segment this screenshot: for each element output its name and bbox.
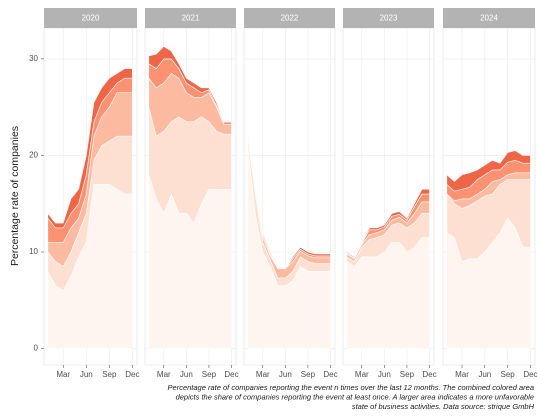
y-tick-label: 0 bbox=[34, 344, 39, 353]
area-layer bbox=[346, 188, 430, 259]
caption: state of business activities. Data sourc… bbox=[352, 402, 535, 411]
x-tick-label: Jun bbox=[80, 370, 93, 379]
x-tick-label: Sep bbox=[202, 370, 217, 379]
y-tick-label: 30 bbox=[29, 54, 38, 63]
y-axis-label: Percentage rate of companies bbox=[9, 126, 21, 266]
x-tick-label: Mar bbox=[56, 370, 70, 379]
area-layer bbox=[446, 150, 531, 192]
x-tick-label: Sep bbox=[102, 370, 117, 379]
strip-label: 2020 bbox=[82, 14, 100, 23]
x-tick-label: Mar bbox=[355, 370, 369, 379]
y-tick-label: 20 bbox=[29, 151, 38, 160]
x-tick-label: Jun bbox=[180, 370, 193, 379]
strip-label: 2023 bbox=[380, 14, 398, 23]
strip bbox=[244, 8, 335, 28]
strip bbox=[443, 8, 535, 28]
strip-label: 2021 bbox=[182, 14, 200, 23]
x-tick-label: Mar bbox=[256, 370, 270, 379]
x-tick-label: Dec bbox=[224, 370, 238, 379]
caption: depicts the share of companies reporting… bbox=[176, 392, 534, 401]
x-tick-label: Jun bbox=[378, 370, 391, 379]
x-tick-label: Jun bbox=[279, 370, 292, 379]
strip bbox=[343, 8, 434, 28]
strip-label: 2022 bbox=[281, 14, 299, 23]
area-layer bbox=[148, 45, 232, 123]
x-tick-label: Sep bbox=[400, 370, 415, 379]
x-tick-label: Sep bbox=[301, 370, 316, 379]
x-tick-label: Dec bbox=[125, 370, 139, 379]
x-tick-label: Sep bbox=[501, 370, 516, 379]
x-tick-label: Dec bbox=[523, 370, 537, 379]
caption: Percentage rate of companies reporting t… bbox=[168, 383, 534, 392]
x-tick-label: Jun bbox=[478, 370, 491, 379]
strip bbox=[145, 8, 236, 28]
area-layer bbox=[47, 68, 133, 229]
area-layer bbox=[247, 131, 331, 269]
strip-label: 2024 bbox=[480, 14, 498, 23]
y-tick-label: 10 bbox=[29, 247, 38, 256]
strip bbox=[44, 8, 137, 28]
x-tick-label: Dec bbox=[323, 370, 337, 379]
x-tick-label: Dec bbox=[422, 370, 436, 379]
x-tick-label: Mar bbox=[157, 370, 171, 379]
x-tick-label: Mar bbox=[455, 370, 469, 379]
